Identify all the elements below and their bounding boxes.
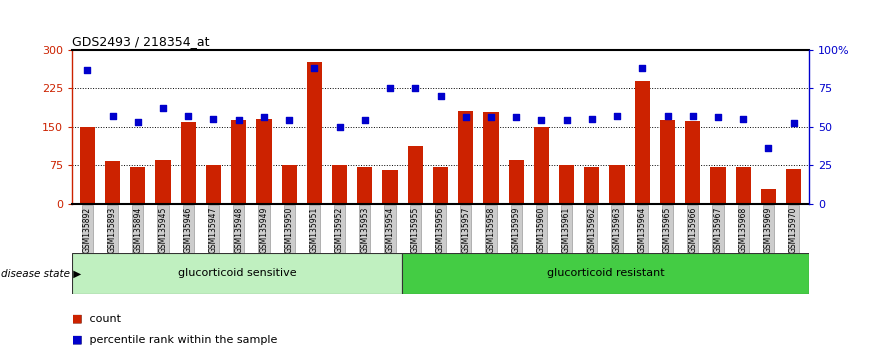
Bar bbox=[130, 167, 145, 204]
Text: GSM135894: GSM135894 bbox=[133, 207, 143, 253]
Text: GSM135965: GSM135965 bbox=[663, 207, 672, 253]
Bar bbox=[761, 189, 776, 204]
Bar bbox=[181, 122, 196, 204]
Bar bbox=[231, 120, 247, 204]
Text: GSM135954: GSM135954 bbox=[386, 207, 395, 253]
Point bbox=[232, 118, 246, 123]
Text: glucorticoid resistant: glucorticoid resistant bbox=[547, 268, 664, 279]
Bar bbox=[80, 127, 95, 204]
Text: GSM135950: GSM135950 bbox=[285, 207, 293, 253]
Text: GSM135959: GSM135959 bbox=[512, 207, 521, 253]
Point bbox=[685, 113, 700, 119]
Text: GSM135967: GSM135967 bbox=[714, 207, 722, 253]
Bar bbox=[786, 169, 801, 204]
Text: GSM135970: GSM135970 bbox=[789, 207, 798, 253]
Text: GSM135948: GSM135948 bbox=[234, 207, 243, 253]
Text: GSM135957: GSM135957 bbox=[462, 207, 470, 253]
Point bbox=[80, 67, 94, 73]
Text: glucorticoid sensitive: glucorticoid sensitive bbox=[178, 268, 297, 279]
Bar bbox=[358, 167, 373, 204]
Point bbox=[635, 65, 649, 71]
Bar bbox=[710, 167, 726, 204]
Text: GSM135969: GSM135969 bbox=[764, 207, 773, 253]
Bar bbox=[382, 170, 397, 204]
Point bbox=[433, 93, 448, 99]
Point bbox=[358, 118, 372, 123]
Text: GSM135962: GSM135962 bbox=[588, 207, 596, 253]
Text: disease state ▶: disease state ▶ bbox=[1, 268, 81, 279]
Point bbox=[459, 114, 473, 120]
Text: ■  percentile rank within the sample: ■ percentile rank within the sample bbox=[72, 335, 278, 345]
Bar bbox=[458, 111, 473, 204]
Bar bbox=[433, 167, 448, 204]
Point bbox=[257, 114, 271, 120]
Bar bbox=[736, 167, 751, 204]
Text: GSM135892: GSM135892 bbox=[83, 207, 92, 253]
Text: GSM135960: GSM135960 bbox=[537, 207, 546, 253]
Bar bbox=[403, 253, 809, 294]
Text: GSM135947: GSM135947 bbox=[209, 207, 218, 253]
Point bbox=[332, 124, 346, 130]
Bar bbox=[408, 146, 423, 204]
Point bbox=[509, 114, 523, 120]
Point bbox=[661, 113, 675, 119]
Point bbox=[282, 118, 296, 123]
Bar bbox=[508, 160, 523, 204]
Bar bbox=[332, 165, 347, 204]
Text: GSM135952: GSM135952 bbox=[335, 207, 344, 253]
Point bbox=[711, 114, 725, 120]
Text: GSM135945: GSM135945 bbox=[159, 207, 167, 253]
Text: GSM135946: GSM135946 bbox=[184, 207, 193, 253]
Point bbox=[761, 145, 775, 151]
Bar bbox=[634, 81, 650, 204]
Bar bbox=[72, 253, 403, 294]
Text: ■: ■ bbox=[72, 314, 83, 324]
Bar bbox=[660, 120, 675, 204]
Text: GSM135968: GSM135968 bbox=[738, 207, 748, 253]
Point bbox=[181, 113, 196, 119]
Bar bbox=[105, 161, 120, 204]
Point bbox=[307, 65, 322, 71]
Bar bbox=[534, 127, 549, 204]
Bar bbox=[559, 165, 574, 204]
Point bbox=[484, 114, 498, 120]
Point bbox=[408, 85, 422, 91]
Text: GSM135953: GSM135953 bbox=[360, 207, 369, 253]
Point bbox=[737, 116, 751, 122]
Text: GDS2493 / 218354_at: GDS2493 / 218354_at bbox=[72, 35, 210, 48]
Text: GSM135949: GSM135949 bbox=[259, 207, 269, 253]
Bar bbox=[484, 112, 499, 204]
Bar bbox=[155, 160, 171, 204]
Text: GSM135963: GSM135963 bbox=[612, 207, 622, 253]
Text: ■  count: ■ count bbox=[72, 314, 122, 324]
Text: GSM135956: GSM135956 bbox=[436, 207, 445, 253]
Point bbox=[787, 121, 801, 126]
Bar bbox=[584, 167, 599, 204]
Point bbox=[535, 118, 549, 123]
Point bbox=[156, 105, 170, 111]
Bar bbox=[256, 119, 271, 204]
Text: GSM135955: GSM135955 bbox=[411, 207, 419, 253]
Bar bbox=[610, 165, 625, 204]
Point bbox=[610, 113, 624, 119]
Point bbox=[383, 85, 397, 91]
Bar bbox=[685, 121, 700, 204]
Text: GSM135964: GSM135964 bbox=[638, 207, 647, 253]
Point bbox=[559, 118, 574, 123]
Text: GSM135966: GSM135966 bbox=[688, 207, 697, 253]
Bar bbox=[282, 165, 297, 204]
Point bbox=[585, 116, 599, 122]
Text: GSM135893: GSM135893 bbox=[108, 207, 117, 253]
Point bbox=[206, 116, 220, 122]
Bar bbox=[307, 62, 322, 204]
Point bbox=[130, 119, 144, 125]
Bar bbox=[206, 165, 221, 204]
Text: GSM135961: GSM135961 bbox=[562, 207, 571, 253]
Text: GSM135958: GSM135958 bbox=[486, 207, 495, 253]
Point bbox=[106, 113, 120, 119]
Text: GSM135951: GSM135951 bbox=[310, 207, 319, 253]
Text: ■: ■ bbox=[72, 335, 83, 345]
